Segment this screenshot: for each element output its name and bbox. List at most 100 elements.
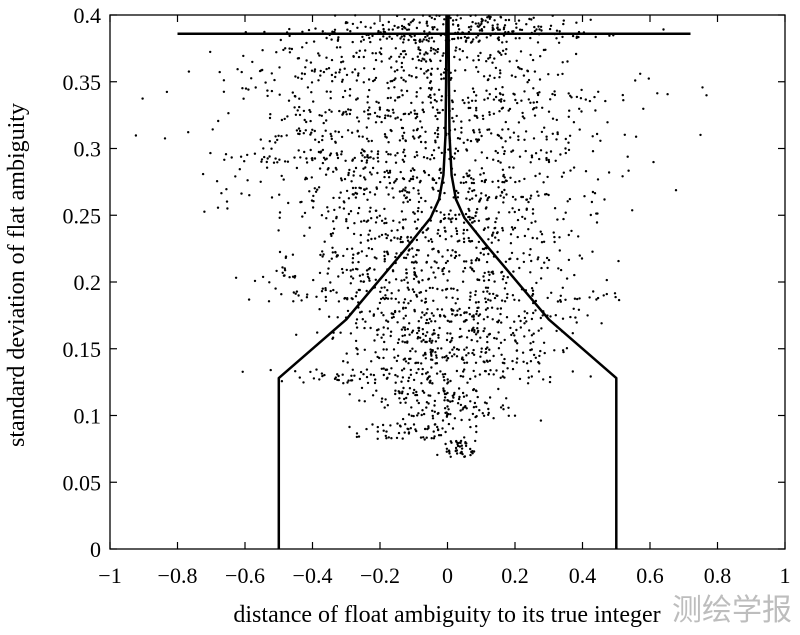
scatter-point	[349, 210, 353, 213]
scatter-point	[522, 252, 525, 255]
scatter-point	[566, 200, 569, 203]
scatter-point	[294, 370, 297, 373]
scatter-point	[485, 60, 488, 63]
scatter-point	[567, 233, 570, 237]
scatter-point	[410, 35, 413, 38]
scatter-point	[358, 49, 361, 52]
y-axis-ticks: 00.050.10.150.20.250.30.350.4	[63, 3, 785, 562]
scatter-point	[476, 331, 479, 334]
scatter-point	[356, 352, 359, 356]
scatter-point	[551, 132, 554, 135]
scatter-point	[401, 417, 405, 421]
scatter-point	[500, 321, 503, 324]
scatter-point	[480, 350, 483, 354]
scatter-point	[463, 368, 466, 371]
scatter-point	[454, 69, 457, 72]
scatter-point	[335, 168, 338, 171]
scatter-point	[477, 259, 481, 262]
scatter-point	[415, 390, 418, 394]
scatter-point	[548, 380, 552, 384]
scatter-point	[522, 74, 526, 77]
scatter-point	[521, 351, 525, 354]
scatter-point	[412, 414, 415, 418]
scatter-point	[553, 207, 557, 210]
scatter-point	[567, 115, 570, 119]
scatter-point	[319, 253, 322, 257]
scatter-point	[324, 129, 327, 132]
scatter-point	[325, 67, 328, 71]
scatter-point	[516, 357, 519, 360]
scatter-point	[472, 270, 476, 273]
scatter-point	[393, 86, 396, 89]
scatter-point	[523, 90, 526, 93]
scatter-point	[270, 72, 273, 75]
scatter-point	[316, 188, 319, 191]
scatter-point	[346, 247, 349, 251]
scatter-point	[523, 234, 527, 238]
scatter-point	[376, 152, 380, 156]
scatter-point	[514, 180, 517, 184]
scatter-point	[360, 250, 364, 253]
scatter-point	[478, 131, 481, 134]
scatter-point	[274, 141, 277, 144]
scatter-point	[486, 198, 489, 202]
scatter-point	[511, 359, 514, 363]
scatter-point	[413, 271, 416, 274]
scatter-point	[442, 375, 445, 379]
scatter-point	[407, 379, 410, 383]
scatter-point	[530, 375, 533, 378]
scatter-point	[460, 335, 463, 338]
scatter-point	[321, 250, 324, 253]
scatter-point	[403, 397, 406, 401]
scatter-point	[479, 51, 482, 55]
scatter-point	[472, 348, 475, 352]
scatter-point	[474, 389, 478, 392]
scatter-point	[378, 106, 382, 109]
scatter-point	[375, 389, 378, 392]
scatter-point	[477, 40, 480, 43]
scatter-point	[468, 198, 472, 201]
scatter-point	[483, 98, 486, 101]
scatter-point	[494, 149, 497, 153]
x-tick-label: 0.2	[501, 563, 529, 588]
scatter-point	[295, 166, 299, 170]
scatter-point	[424, 60, 428, 63]
scatter-point	[403, 431, 406, 434]
scatter-point	[443, 379, 446, 382]
scatter-point	[374, 58, 378, 62]
scatter-point	[361, 35, 364, 39]
scatter-point	[412, 277, 416, 281]
scatter-point	[453, 37, 456, 41]
scatter-point	[386, 404, 389, 407]
scatter-point	[535, 106, 538, 109]
scatter-point	[340, 135, 344, 139]
scatter-point	[642, 107, 645, 111]
scatter-point	[278, 216, 281, 219]
scatter-point	[445, 354, 448, 358]
scatter-point	[518, 266, 521, 270]
scatter-point	[621, 93, 624, 97]
scatter-point	[405, 89, 409, 93]
scatter-point	[364, 178, 367, 181]
scatter-point	[435, 372, 439, 375]
scatter-point	[402, 367, 406, 370]
scatter-point	[461, 391, 465, 395]
scatter-point	[416, 399, 419, 402]
scatter-point	[465, 407, 468, 410]
scatter-point	[297, 294, 300, 297]
scatter-point	[351, 186, 355, 190]
y-axis-label: standard deviation of flat ambiguity	[4, 103, 30, 447]
scatter-point	[437, 249, 440, 253]
scatter-point	[529, 161, 532, 164]
scatter-point	[350, 180, 353, 183]
scatter-point	[326, 272, 329, 275]
scatter-point	[327, 210, 330, 213]
scatter-point	[417, 412, 420, 415]
scatter-point	[422, 169, 426, 173]
scatter-point	[390, 229, 393, 232]
scatter-point	[499, 307, 503, 310]
scatter-point	[499, 341, 503, 344]
scatter-point	[376, 156, 379, 159]
scatter-point	[595, 298, 598, 301]
scatter-point	[354, 322, 358, 325]
